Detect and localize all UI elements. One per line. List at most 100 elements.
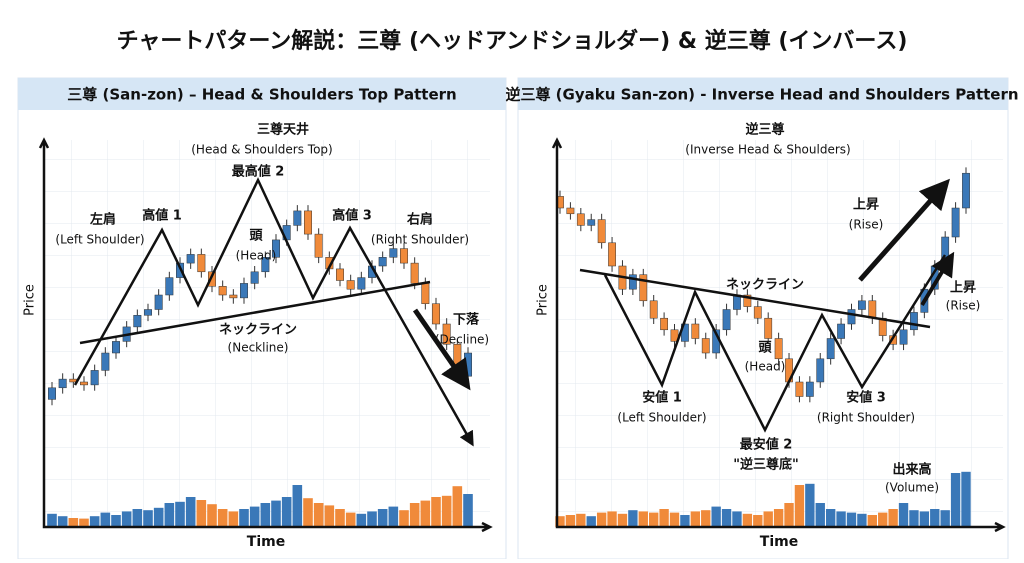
candle-body xyxy=(805,381,814,397)
candle-body xyxy=(357,277,366,290)
volume-bar xyxy=(463,494,473,527)
volume-bar xyxy=(659,509,669,527)
candle-body xyxy=(421,283,430,304)
annotation: 最高値 2 xyxy=(232,164,285,180)
candle-body xyxy=(272,239,280,258)
volume-bar xyxy=(763,511,773,527)
volume-bar xyxy=(888,509,898,527)
volume-bar xyxy=(409,503,420,527)
candle-body xyxy=(229,294,238,299)
volume-bar xyxy=(420,500,431,527)
candle-body xyxy=(816,358,825,383)
candle-body xyxy=(566,207,575,215)
volume-bar xyxy=(596,512,607,527)
annotation: 頭 xyxy=(249,229,263,244)
candle-body xyxy=(701,338,710,354)
candle-body xyxy=(336,268,344,281)
volume-bar xyxy=(638,511,648,527)
candle-body xyxy=(753,306,762,319)
annotation: 安値 3 xyxy=(846,390,886,406)
volume-bar xyxy=(324,505,335,527)
annotation: (Left Shoulder) xyxy=(55,233,144,247)
annotation: 安値 1 xyxy=(642,390,682,406)
panel-title: 三尊 (San-zon) – Head & Shoulders Top Patt… xyxy=(67,86,456,104)
volume-bar xyxy=(680,515,690,527)
candle-body xyxy=(304,210,312,235)
candle-body xyxy=(208,271,216,287)
volume-bar xyxy=(773,509,784,527)
annotation: (Left Shoulder) xyxy=(617,411,706,425)
volume-bar xyxy=(878,512,888,527)
volume-bar xyxy=(132,509,143,527)
annotation: (Rise) xyxy=(946,299,981,313)
x-axis-label: Time xyxy=(247,534,285,550)
candle-body xyxy=(442,323,451,345)
annotation: ネックライン xyxy=(219,323,297,338)
annotation: 高値 3 xyxy=(332,208,372,224)
annotation: 高値 1 xyxy=(142,208,182,224)
volume-bar xyxy=(452,486,463,527)
volume-bar xyxy=(271,500,281,527)
annotation: (Neckline) xyxy=(228,341,289,355)
volume-bar xyxy=(669,512,680,527)
volume-bar xyxy=(825,509,836,527)
volume-bar xyxy=(249,506,260,527)
volume-bar xyxy=(721,509,732,527)
volume-bar xyxy=(649,512,659,527)
candle-body xyxy=(628,274,637,290)
candle-body xyxy=(400,248,408,264)
volume-bar xyxy=(367,511,377,527)
candle-body xyxy=(951,207,960,238)
volume-bar xyxy=(950,473,961,527)
candle-body xyxy=(962,172,970,209)
candle-body xyxy=(144,309,152,316)
x-axis-label: Time xyxy=(760,534,798,550)
volume-bar xyxy=(846,512,857,527)
volume-bar xyxy=(711,506,721,527)
volume-bar xyxy=(100,512,111,527)
volume-bar xyxy=(143,510,153,527)
annotation: 出来高 xyxy=(892,462,931,478)
candle-body xyxy=(389,248,398,258)
volume-bar xyxy=(576,513,586,527)
annotation: (Right Shoulder) xyxy=(817,411,915,425)
volume-bar xyxy=(857,513,867,527)
volume-bar xyxy=(867,515,877,527)
candle-body xyxy=(154,294,163,310)
volume-bar xyxy=(628,510,638,527)
candle-body xyxy=(80,381,88,386)
volume-bar xyxy=(753,515,763,527)
candle-body xyxy=(197,254,206,273)
annotation: 下落 xyxy=(453,312,480,328)
volume-bar xyxy=(441,495,452,527)
volume-bar xyxy=(281,497,292,527)
candle-body xyxy=(410,262,419,284)
volume-bar xyxy=(930,509,940,527)
volume-bar xyxy=(836,511,846,527)
volume-bar xyxy=(794,485,805,527)
candle-body xyxy=(250,271,259,284)
candle-body xyxy=(432,303,440,325)
panel-left xyxy=(17,77,507,560)
y-axis-label: Price xyxy=(23,284,38,316)
annotation: (Rise) xyxy=(849,218,884,232)
candle-body xyxy=(764,317,773,339)
candle-body xyxy=(774,338,783,360)
volume-bar xyxy=(961,471,971,527)
candle-body xyxy=(670,329,679,342)
volume-bar xyxy=(701,510,711,527)
annotation: 頭 xyxy=(758,341,772,356)
volume-bar xyxy=(555,516,565,527)
volume-bar xyxy=(742,513,753,527)
candle-body xyxy=(691,323,700,339)
volume-bar xyxy=(586,516,596,527)
volume-bar xyxy=(260,503,271,527)
candle-body xyxy=(597,219,606,244)
candle-body xyxy=(639,274,648,302)
volume-bar xyxy=(79,518,89,527)
candle-body xyxy=(90,370,99,386)
annotation: (Head) xyxy=(236,249,277,263)
volume-bar xyxy=(164,503,175,527)
volume-bar xyxy=(784,503,794,527)
